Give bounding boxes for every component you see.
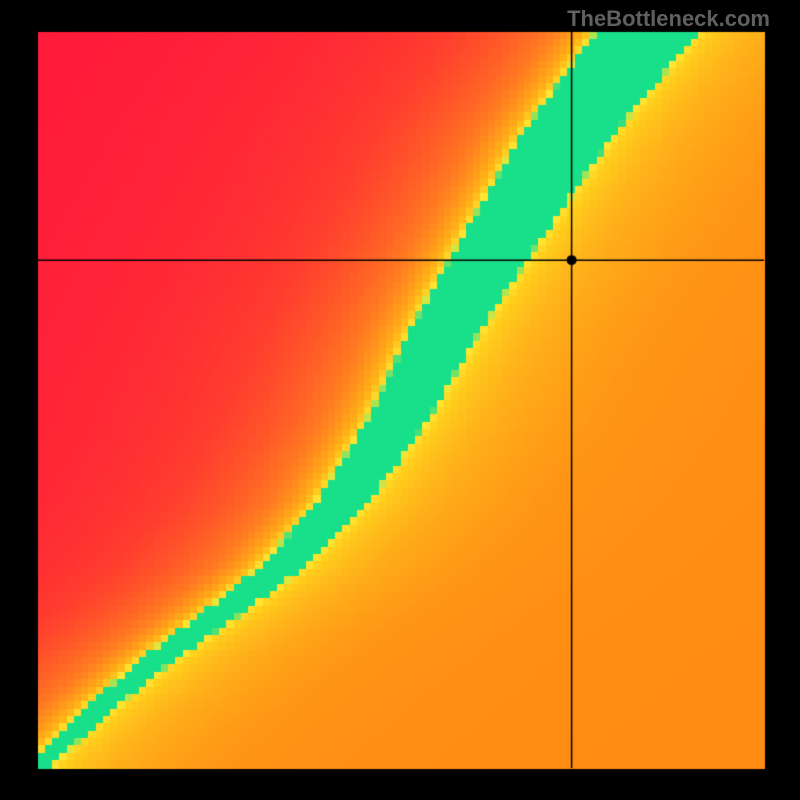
watermark-text: TheBottleneck.com [567, 6, 770, 32]
bottleneck-heatmap [0, 0, 800, 800]
